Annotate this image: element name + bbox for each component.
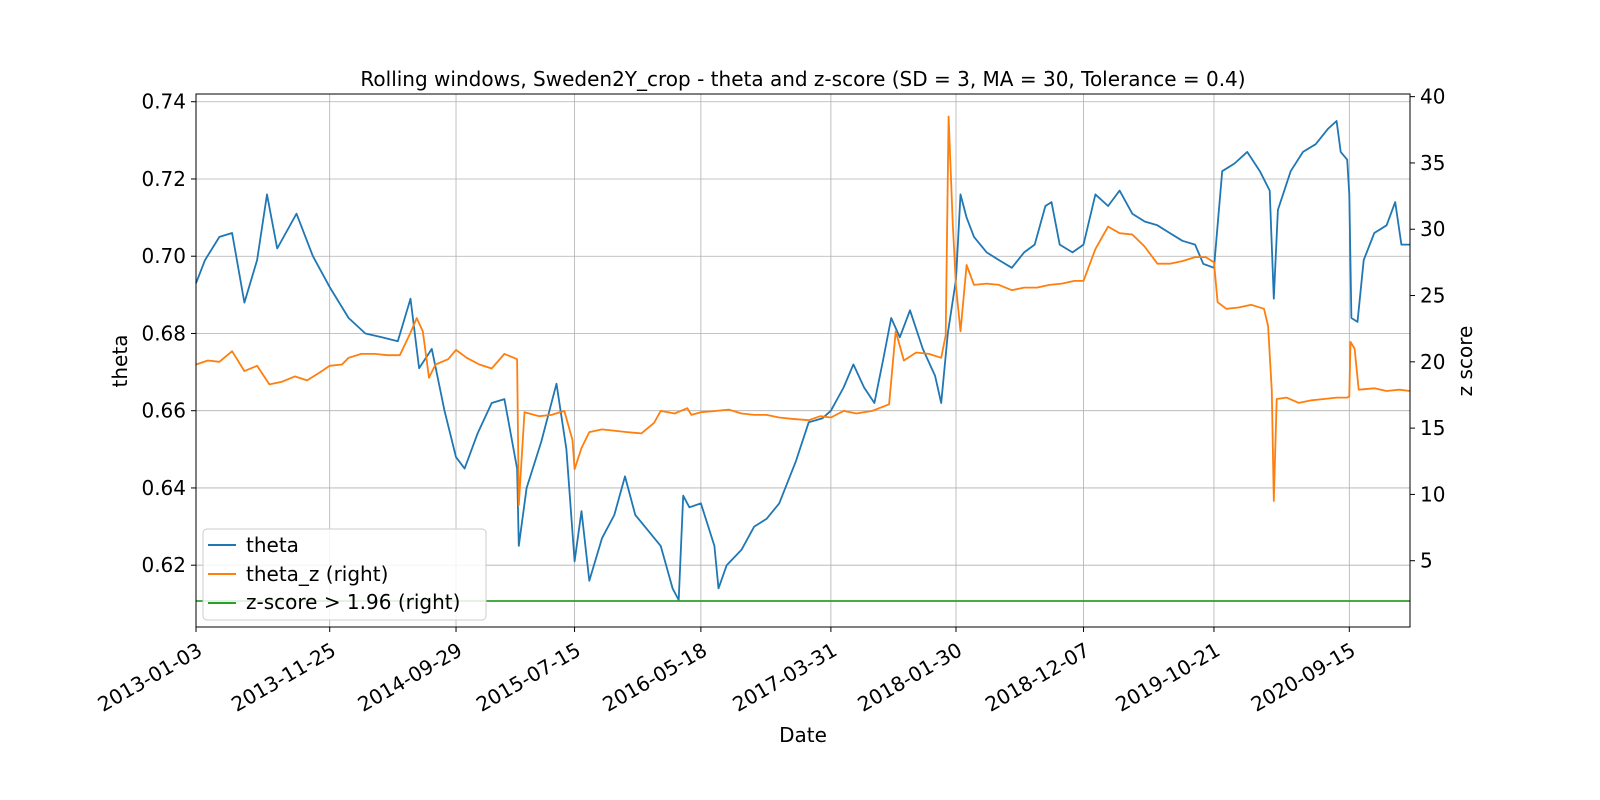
legend-label-threshold: z-score > 1.96 (right) — [246, 590, 460, 614]
x-tick-label: 2016-05-18 — [598, 638, 711, 717]
plot-frame — [195, 93, 1411, 628]
y2-tick-label: 5 — [1420, 549, 1433, 573]
y2-tick-label: 15 — [1420, 416, 1445, 440]
series-line-theta — [195, 120, 1410, 601]
y-tick-label: 0.64 — [141, 476, 186, 500]
y2-tick-label: 20 — [1420, 350, 1445, 374]
series-line-theta-z — [195, 115, 1411, 506]
y-tick-label: 0.68 — [141, 321, 186, 345]
y2-tick-label: 40 — [1420, 85, 1445, 109]
x-tick-label: 2013-01-03 — [93, 638, 206, 717]
x-axis-label: Date — [779, 723, 827, 747]
legend-label-theta-z: theta_z (right) — [246, 562, 388, 586]
y-tick-label: 0.62 — [141, 553, 186, 577]
x-tick-label: 2018-01-30 — [853, 638, 966, 717]
x-tick-label: 2019-10-21 — [1111, 638, 1224, 717]
x-tick-label: 2018-12-07 — [981, 638, 1094, 717]
chart-title: Rolling windows, Sweden2Y_crop - theta a… — [360, 67, 1245, 91]
x-tick-label: 2020-09-15 — [1247, 638, 1360, 717]
y-tick-label: 0.66 — [141, 399, 186, 423]
y-tick-label: 0.74 — [141, 90, 186, 114]
y2-tick-label: 30 — [1420, 217, 1445, 241]
x-tick-label: 2013-11-25 — [227, 638, 340, 717]
legend-label-theta: theta — [246, 533, 299, 557]
x-tick-label: 2015-07-15 — [472, 638, 585, 717]
y2-tick-label: 35 — [1420, 151, 1445, 175]
y-tick-label: 0.72 — [141, 167, 186, 191]
y2-axis-label: z score — [1453, 326, 1477, 397]
x-tick-label: 2014-09-29 — [353, 638, 466, 717]
legend: theta theta_z (right) z-score > 1.96 (ri… — [202, 528, 487, 621]
series-layer — [195, 115, 1411, 602]
y-tick-label: 0.70 — [141, 244, 186, 268]
y2-tick-label: 25 — [1420, 284, 1445, 308]
y-axis-label: theta — [108, 335, 132, 388]
y2-tick-label: 10 — [1420, 482, 1445, 506]
legend-box — [202, 528, 487, 621]
axis-layer: 2013-01-03 2013-11-25 2014-09-29 2015-07-15… — [93, 85, 1445, 717]
x-tick-label: 2017-03-31 — [728, 638, 841, 717]
